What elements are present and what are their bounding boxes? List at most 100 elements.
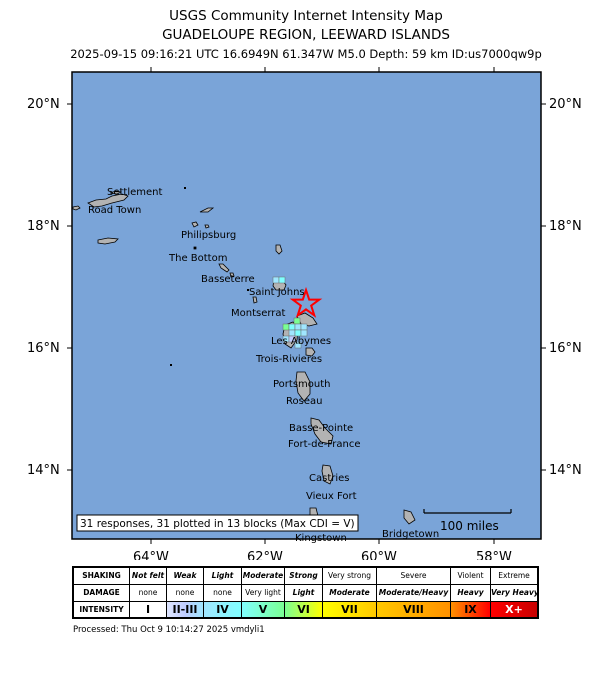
place-label: Trois-Rivieres xyxy=(255,354,322,365)
ocean xyxy=(71,71,542,540)
scale-bar-label: 100 miles xyxy=(440,519,499,533)
lat-label: 16°N xyxy=(27,341,60,356)
damage-cell: none xyxy=(129,585,166,601)
island-st-barth xyxy=(204,224,210,229)
map-title: USGS Community Internet Intensity Map xyxy=(169,8,443,24)
responses-box xyxy=(76,514,359,532)
intensity-cell: IV xyxy=(203,602,241,617)
island-barbados xyxy=(403,509,416,525)
cdi-block xyxy=(282,323,290,331)
intensity-cell: IX xyxy=(450,602,490,617)
place-label: Philipsburg xyxy=(181,230,236,241)
place-label: Kingstown xyxy=(295,533,347,544)
place-label: Roseau xyxy=(286,396,322,407)
shaking-cell: Not felt xyxy=(129,568,166,584)
cdi-block xyxy=(300,329,308,337)
shaking-cell: Very strong xyxy=(322,568,376,584)
intensity-cell: VII xyxy=(322,602,376,617)
intensity-cell: V xyxy=(241,602,284,617)
cdi-block xyxy=(288,323,296,331)
place-label: Saint Johns xyxy=(249,287,305,298)
cdi-block xyxy=(278,276,286,284)
lon-label: 60°W xyxy=(361,550,397,560)
place-label: Fort-de-France xyxy=(288,439,361,450)
shaking-cell: Extreme xyxy=(490,568,537,584)
cdi-block xyxy=(293,317,301,325)
island-dominica xyxy=(295,371,311,402)
cdi-blocks xyxy=(272,276,308,349)
lat-label: 18°N xyxy=(549,219,582,234)
legend-row-label: INTENSITY xyxy=(79,605,124,614)
island-st-kitts xyxy=(218,263,230,273)
place-labels: Settlement Road Town Philipsburg The Bot… xyxy=(88,187,439,544)
star-icon[interactable] xyxy=(289,286,323,318)
lon-label: 64°W xyxy=(133,550,169,560)
scale-bar xyxy=(423,509,512,514)
island-barbuda xyxy=(275,244,283,255)
damage-cell: none xyxy=(203,585,241,601)
damage-cell: Light xyxy=(284,585,322,601)
cdi-block xyxy=(300,323,308,331)
cdi-block xyxy=(294,323,302,331)
lat-label: 20°N xyxy=(27,97,60,112)
place-label: Road Town xyxy=(88,205,141,216)
island-martinique xyxy=(310,417,334,445)
cdi-block xyxy=(288,335,296,343)
region-title: GUADELOUPE REGION, LEEWARD ISLANDS xyxy=(162,27,450,43)
island-st-martin xyxy=(191,221,199,228)
legend-row-label: SHAKING xyxy=(82,571,121,580)
lon-label: 62°W xyxy=(247,550,283,560)
lat-label: 20°N xyxy=(549,97,582,112)
island-marie-galante xyxy=(305,347,316,357)
intensity-cell: X+ xyxy=(490,602,537,617)
cdi-block xyxy=(272,276,280,284)
legend-row-intensity: INTENSITY I II-III IV V VI VII VIII IX X… xyxy=(74,602,537,617)
island-montserrat xyxy=(252,296,258,304)
event-info: 2025-09-15 09:16:21 UTC 16.6949N 61.347W… xyxy=(70,47,542,61)
legend-row-label: DAMAGE xyxy=(83,588,120,597)
island-st-lucia xyxy=(321,464,334,485)
intensity-map[interactable]: Settlement Road Town Philipsburg The Bot… xyxy=(0,0,612,560)
place-label: Basseterre xyxy=(201,274,255,285)
island-tortola-west xyxy=(72,205,81,211)
island-anegada xyxy=(109,190,123,195)
place-label: Portsmouth xyxy=(273,379,331,390)
shaking-cell: Strong xyxy=(284,568,322,584)
place-label: Castries xyxy=(309,473,350,484)
island-nevis xyxy=(229,272,235,278)
place-markers xyxy=(170,187,249,366)
place-label: Basse-Pointe xyxy=(289,423,353,434)
intensity-cell: II-III xyxy=(166,602,203,617)
shaking-cell: Severe xyxy=(376,568,450,584)
damage-cell: Heavy xyxy=(450,585,490,601)
cdi-block xyxy=(294,341,302,349)
lon-label: 58°W xyxy=(476,550,512,560)
legend-row-shaking: SHAKING Not felt Weak Light Moderate Str… xyxy=(74,568,537,585)
lat-label: 14°N xyxy=(27,463,60,478)
damage-cell: none xyxy=(166,585,203,601)
legend-row-damage: DAMAGE none none none Very light Light M… xyxy=(74,585,537,602)
damage-cell: Moderate xyxy=(322,585,376,601)
shaking-cell: Light xyxy=(203,568,241,584)
intensity-legend: SHAKING Not felt Weak Light Moderate Str… xyxy=(72,566,539,619)
lat-label: 14°N xyxy=(549,463,582,478)
place-label: Bridgetown xyxy=(382,529,439,540)
place-label: Les Abymes xyxy=(271,336,331,347)
island-st-croix xyxy=(97,237,119,245)
intensity-cell: I xyxy=(129,602,166,617)
place-label: Vieux Fort xyxy=(306,491,357,502)
damage-cell: Moderate/Heavy xyxy=(376,585,450,601)
intensity-cell: VIII xyxy=(376,602,450,617)
place-label: Settlement xyxy=(107,187,163,198)
island-anguilla xyxy=(199,207,215,213)
shaking-cell: Moderate xyxy=(241,568,284,584)
intensity-cell: VI xyxy=(284,602,322,617)
damage-cell: Very light xyxy=(241,585,284,601)
place-label: The Bottom xyxy=(168,253,227,264)
island-virgin-islands xyxy=(87,193,129,208)
responses-text: 31 responses, 31 plotted in 13 blocks (M… xyxy=(80,518,355,530)
shaking-cell: Violent xyxy=(450,568,490,584)
processed-timestamp: Processed: Thu Oct 9 10:14:27 2025 vmdyl… xyxy=(73,625,265,635)
axis-ticks xyxy=(67,67,546,544)
place-label: Montserrat xyxy=(231,308,286,319)
